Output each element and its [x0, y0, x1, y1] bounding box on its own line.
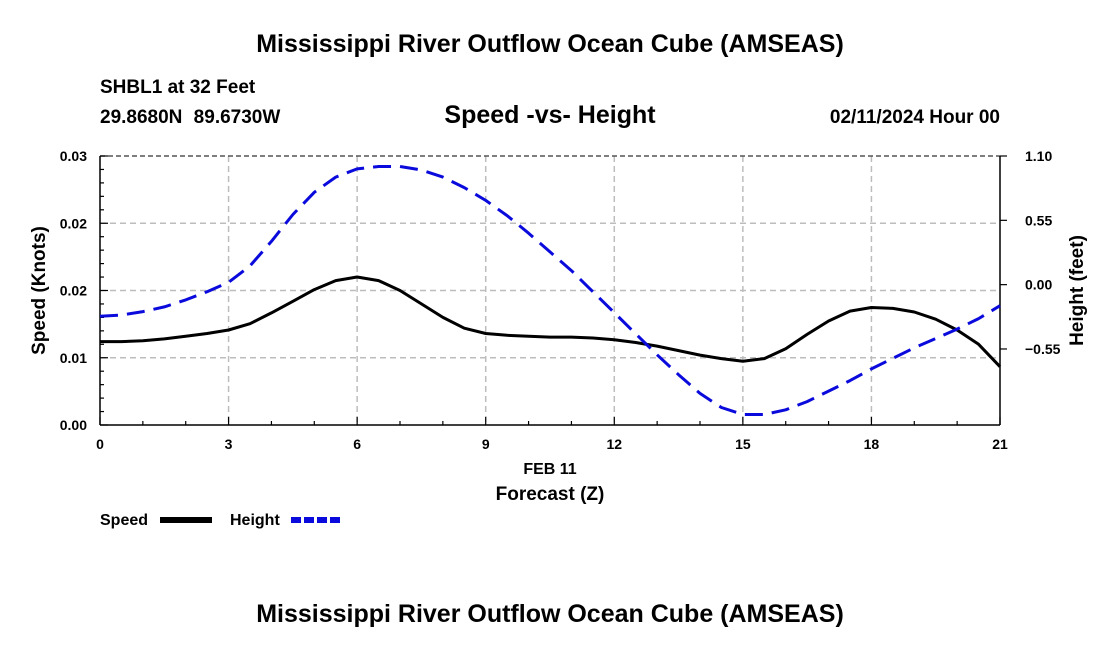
x-axis-label: Forecast (Z)	[496, 484, 605, 505]
chart-main-title: Mississippi River Outflow Ocean Cube (AM…	[256, 30, 844, 58]
x-tick-label: 9	[482, 436, 490, 452]
y-left-axis-label: Speed (Knots)	[29, 226, 50, 355]
y-left-tick-label: 0.03	[60, 148, 87, 164]
y-right-tick-label: 1.10	[1025, 148, 1052, 164]
y-right-tick-label: 0.00	[1025, 277, 1052, 293]
x-tick-label: 21	[992, 436, 1008, 452]
x-tick-label: 6	[353, 436, 361, 452]
x-tick-label: 18	[864, 436, 880, 452]
legend-label-height: Height	[230, 512, 280, 529]
forecast-datetime: 02/11/2024 Hour 00	[829, 107, 1000, 128]
footer-title: Mississippi River Outflow Ocean Cube (AM…	[256, 600, 844, 628]
y-left-tick-label: 0.02	[60, 283, 87, 299]
x-tick-label: 12	[606, 436, 622, 452]
x-tick-label: 15	[735, 436, 751, 452]
y-left-tick-label: 0.02	[60, 215, 87, 231]
y-left-tick-label: 0.00	[60, 417, 87, 433]
x-date-label: FEB 11	[523, 461, 576, 478]
chart-subtitle: Speed -vs- Height	[444, 101, 656, 129]
series-line-height	[99, 165, 1001, 416]
coordinates-label: 29.8680N 89.6730W	[100, 107, 281, 128]
station-label: SHBL1 at 32 Feet	[100, 77, 256, 98]
x-tick-label: 0	[96, 436, 104, 452]
y-left-tick-label: 0.01	[60, 350, 87, 366]
series-line-speed	[100, 275, 1002, 368]
y-right-axis-label: Height (feet)	[1067, 235, 1088, 346]
y-right-tick-label: 0.55	[1025, 212, 1052, 228]
x-tick-label: 3	[225, 436, 233, 452]
y-right-tick-label: −0.55	[1025, 341, 1061, 357]
legend-label-speed: Speed	[100, 512, 148, 529]
